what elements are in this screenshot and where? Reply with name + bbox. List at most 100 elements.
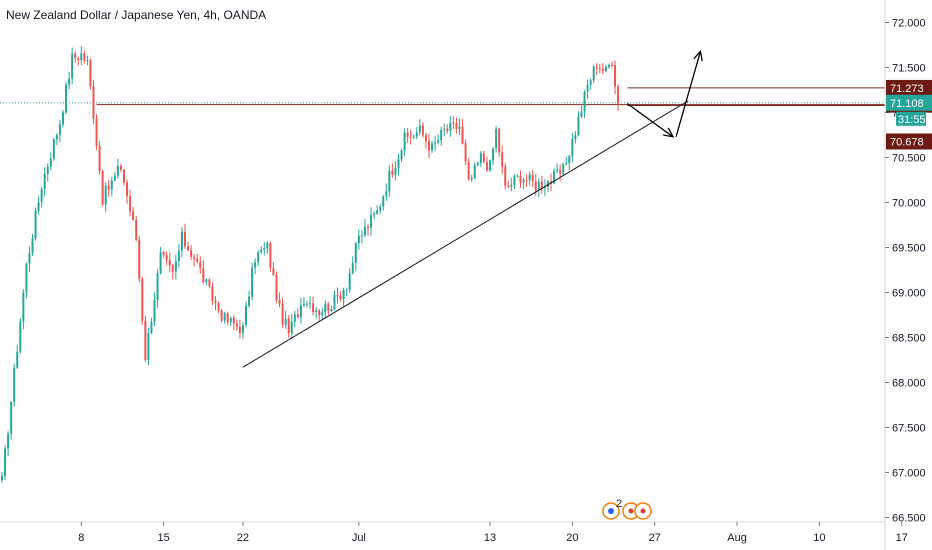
- candle-body: [58, 124, 61, 135]
- price-tick-label: 69.000: [892, 288, 926, 300]
- level-price-label-bg: [886, 79, 932, 96]
- candle-body: [434, 142, 437, 144]
- candle-body: [55, 134, 58, 140]
- candle-body: [437, 140, 440, 143]
- candle-body: [336, 295, 339, 297]
- candle-body: [68, 78, 71, 85]
- candle-body: [611, 64, 613, 66]
- chart-drawings: [242, 49, 703, 368]
- candle-body: [607, 64, 610, 68]
- candle-body: [101, 170, 104, 205]
- candle-body: [571, 139, 574, 157]
- candle-body: [168, 260, 171, 266]
- time-tick-label: Jul: [352, 532, 366, 544]
- candle-body: [46, 166, 49, 175]
- price-tick-label: 71.500: [892, 63, 926, 75]
- candle-body: [126, 182, 129, 197]
- candle-body: [208, 279, 211, 286]
- arrow-line: [626, 102, 674, 138]
- candle-body: [110, 180, 113, 190]
- candle-body: [229, 317, 232, 323]
- candle-body: [223, 313, 226, 321]
- candle-body: [7, 433, 10, 449]
- candle-body: [424, 135, 427, 142]
- candle-body: [507, 185, 510, 187]
- candle-body: [464, 143, 467, 162]
- candle-body: [476, 163, 479, 165]
- candle-body: [284, 318, 287, 325]
- candle-body: [415, 132, 418, 137]
- candle-body: [556, 169, 559, 171]
- event-flag-icon: [640, 508, 646, 514]
- candle-body: [162, 252, 165, 255]
- candle-body: [123, 169, 125, 183]
- candle-body: [400, 150, 403, 160]
- candle-body: [95, 118, 98, 146]
- time-tick-label: 22: [237, 532, 249, 544]
- candle-body: [525, 179, 528, 181]
- candle-body: [34, 210, 37, 239]
- candle-body: [516, 175, 519, 177]
- candle-body: [550, 181, 552, 184]
- candle-body: [397, 159, 400, 169]
- candle-body: [40, 189, 43, 203]
- candle-body: [302, 304, 305, 306]
- candle-body: [568, 156, 571, 164]
- candle-body: [345, 289, 348, 291]
- countdown-label-bg: [896, 111, 926, 126]
- candle-body: [43, 174, 46, 190]
- candle-body: [498, 129, 501, 153]
- candle-body: [367, 226, 369, 229]
- arrow-head: [663, 127, 675, 138]
- candle-body: [321, 312, 324, 316]
- candle-body: [489, 160, 491, 171]
- candle-body: [174, 261, 177, 272]
- candle-body: [348, 273, 351, 290]
- price-tick-label: 66.500: [892, 513, 926, 525]
- candle-body: [116, 165, 119, 176]
- candle-body: [272, 267, 275, 275]
- candle-body: [540, 181, 543, 189]
- candle-body: [290, 321, 293, 334]
- candle-body: [327, 303, 330, 312]
- candle-body: [546, 181, 549, 187]
- candle-body: [89, 59, 92, 87]
- candle-body: [129, 196, 132, 212]
- candle-body: [260, 249, 263, 252]
- candle-body: [135, 219, 138, 240]
- price-axis[interactable]: 66.500 67.000 67.500 68.000 68.500 69.000 69.5…: [884, 0, 926, 550]
- candle-body: [482, 153, 485, 163]
- candle-body: [428, 141, 430, 151]
- candle-body: [379, 206, 382, 211]
- candle-body: [370, 215, 373, 229]
- candle-body: [16, 351, 19, 368]
- candle-body: [409, 136, 412, 138]
- candle-body: [80, 53, 83, 61]
- time-tick-label: 10: [813, 532, 825, 544]
- level-price-label-bg: [886, 133, 932, 150]
- price-tick-label: 67.500: [892, 423, 926, 435]
- candle-body: [306, 303, 308, 305]
- candle-body: [580, 111, 583, 117]
- candle-body: [510, 185, 513, 187]
- candle-body: [211, 285, 214, 301]
- candle-body: [440, 129, 443, 141]
- arrow-line: [675, 51, 702, 137]
- candle-body: [513, 176, 516, 186]
- time-tick-label: 15: [158, 532, 170, 544]
- price-tick-label: 72.000: [892, 18, 926, 30]
- event-markers[interactable]: 2: [602, 498, 652, 520]
- time-axis[interactable]: 8 15 22 Jul 13 20 27 Aug 10 17: [0, 521, 908, 544]
- candle-body: [574, 135, 577, 140]
- candle-body: [394, 168, 397, 176]
- candle-body: [98, 145, 101, 171]
- candle-body: [251, 267, 254, 297]
- candle-body: [479, 153, 482, 164]
- candle-body: [238, 326, 241, 334]
- candle-body: [235, 323, 238, 327]
- candle-body: [177, 250, 180, 262]
- candle-body: [501, 152, 504, 167]
- candle-body: [196, 258, 199, 262]
